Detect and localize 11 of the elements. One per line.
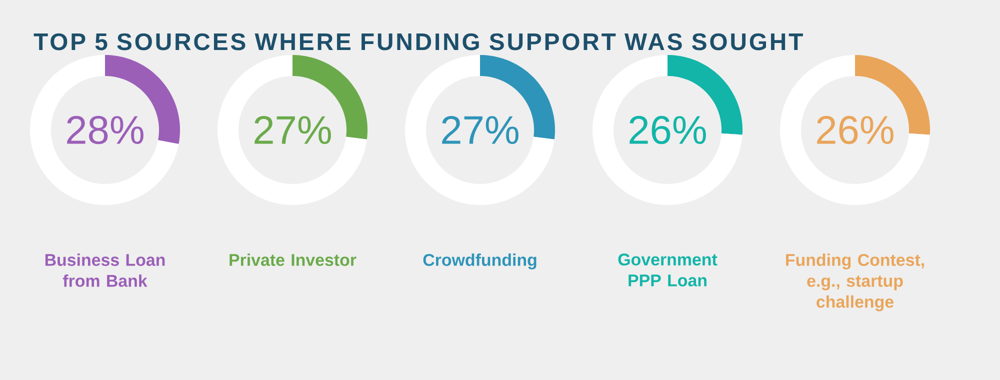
text: Funding Contest, e.g., startup challenge	[786, 254, 924, 312]
data-label: 26%	[630, 116, 706, 144]
text: TOP 5 SOURCES WHERE FUNDING SUPPORT WAS SOUGHT	[34, 33, 803, 50]
text: Business Loan from Bank	[45, 254, 165, 287]
data-label: 28%	[67, 116, 144, 144]
text: Private Investor	[230, 254, 356, 266]
data-label: 26%	[817, 116, 894, 144]
text: Crowdfunding	[423, 254, 536, 270]
data-label: 27%	[254, 116, 331, 144]
data-label: 27%	[442, 116, 518, 144]
text: Government PPP Loan	[618, 254, 718, 286]
